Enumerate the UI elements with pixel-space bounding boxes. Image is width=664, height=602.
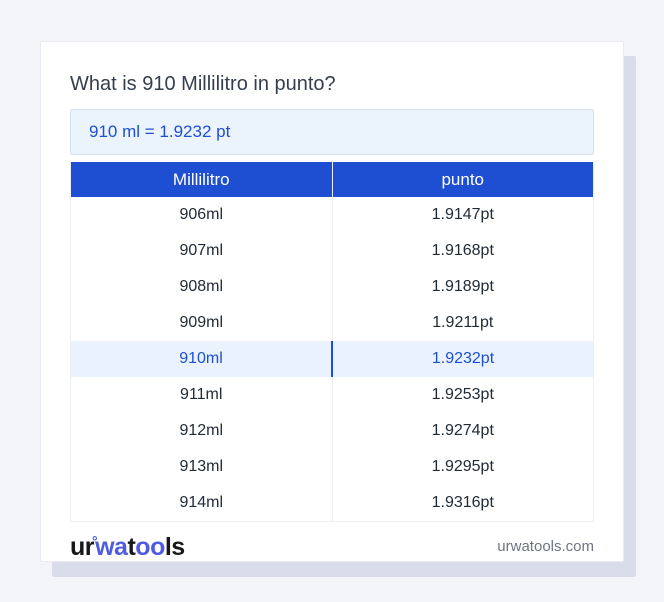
logo-segment-dark: ls [164, 532, 185, 561]
logo-segment-dark: t [127, 532, 136, 561]
table-row: 909ml 1.9211pt [70, 305, 594, 341]
ml-value: 909ml [70, 305, 333, 341]
pt-value: 1.9147pt [431, 206, 494, 223]
table-row: 913ml 1.9295pt [70, 449, 594, 485]
conversion-card: What is 910 Millilitro in punto? 910 ml … [40, 41, 624, 562]
card-footer: ur°watools urwatools.com [70, 530, 594, 564]
table-row-highlighted: 910ml 1.9232pt [70, 341, 594, 377]
pt-value: 1.9168pt [431, 242, 494, 259]
pt-value: 1.9316pt [431, 493, 494, 511]
website-url: urwatools.com [497, 538, 594, 555]
pt-value-highlighted[interactable]: 1.9232pt [332, 341, 594, 377]
conversion-table: Millilitro punto 906ml 1.9147pt 907ml 1.… [70, 162, 594, 522]
page-title: What is 910 Millilitro in punto? [70, 73, 336, 95]
logo-segment-dark: ur [70, 532, 95, 561]
pt-value: 1.9274pt [431, 422, 494, 439]
logo-segment-blue: wa [95, 532, 128, 561]
pt-value: 1.9295pt [431, 458, 494, 475]
ml-value-highlighted[interactable]: 910ml [70, 341, 333, 377]
ml-value: 911ml [70, 377, 333, 413]
pt-value: 1.9211pt [432, 314, 494, 331]
ml-value: 907ml [70, 233, 333, 269]
table-row: 907ml 1.9168pt [70, 233, 594, 269]
column-header-punto: punto [332, 162, 594, 197]
conversion-result-text: 910 ml = 1.9232 pt [89, 122, 231, 141]
urwatools-logo[interactable]: ur°watools [70, 534, 185, 560]
pt-value: 1.9189pt [431, 278, 494, 295]
pt-value: 1.9253pt [431, 386, 494, 403]
ml-value: 906ml [70, 197, 333, 233]
column-header-millilitro: Millilitro [70, 162, 333, 197]
ml-value: 908ml [70, 269, 333, 305]
table-row: 911ml 1.9253pt [70, 377, 594, 413]
table-row: 906ml 1.9147pt [70, 197, 594, 233]
ml-value: 912ml [70, 413, 333, 449]
conversion-result-box: 910 ml = 1.9232 pt [70, 109, 594, 155]
table-row: 912ml 1.9274pt [70, 413, 594, 449]
ml-value: 914ml [70, 485, 333, 521]
table-row: 908ml 1.9189pt [70, 269, 594, 305]
logo-goggles-oo: oo [135, 532, 165, 561]
logo-ring-icon: ° [92, 532, 98, 549]
table-row: 914ml 1.9316pt [70, 485, 594, 521]
ml-value: 913ml [70, 449, 333, 485]
table-header-row: Millilitro punto [70, 162, 594, 197]
